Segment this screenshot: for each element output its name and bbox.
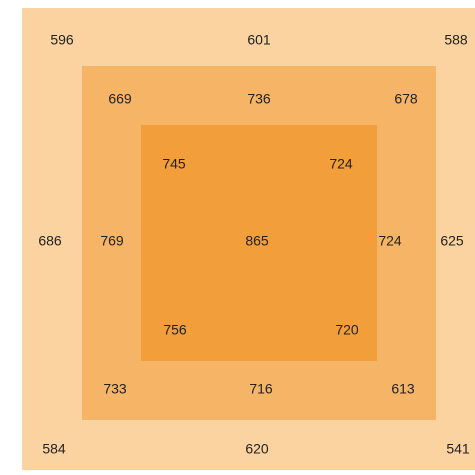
cell-label: 541 bbox=[446, 441, 470, 457]
cell-label: 588 bbox=[444, 32, 468, 48]
cell-label: 669 bbox=[108, 91, 132, 107]
cell-label: 724 bbox=[378, 233, 402, 249]
cell-label: 613 bbox=[391, 381, 415, 397]
cell-label: 625 bbox=[440, 233, 464, 249]
cell-label: 716 bbox=[249, 381, 273, 397]
cell-label: 584 bbox=[42, 441, 66, 457]
cell-label: 724 bbox=[329, 156, 353, 172]
cell-label: 601 bbox=[247, 32, 271, 48]
cell-label: 620 bbox=[245, 441, 269, 457]
cell-label: 756 bbox=[163, 322, 187, 338]
cell-label: 720 bbox=[335, 322, 359, 338]
layer-square bbox=[141, 125, 377, 361]
cell-label: 678 bbox=[394, 91, 418, 107]
cell-label: 733 bbox=[103, 381, 127, 397]
cell-label: 686 bbox=[38, 233, 62, 249]
cell-label: 736 bbox=[247, 91, 271, 107]
cell-label: 745 bbox=[162, 156, 186, 172]
cell-label: 596 bbox=[50, 32, 74, 48]
cell-label: 769 bbox=[100, 233, 124, 249]
cell-label: 865 bbox=[245, 233, 269, 249]
